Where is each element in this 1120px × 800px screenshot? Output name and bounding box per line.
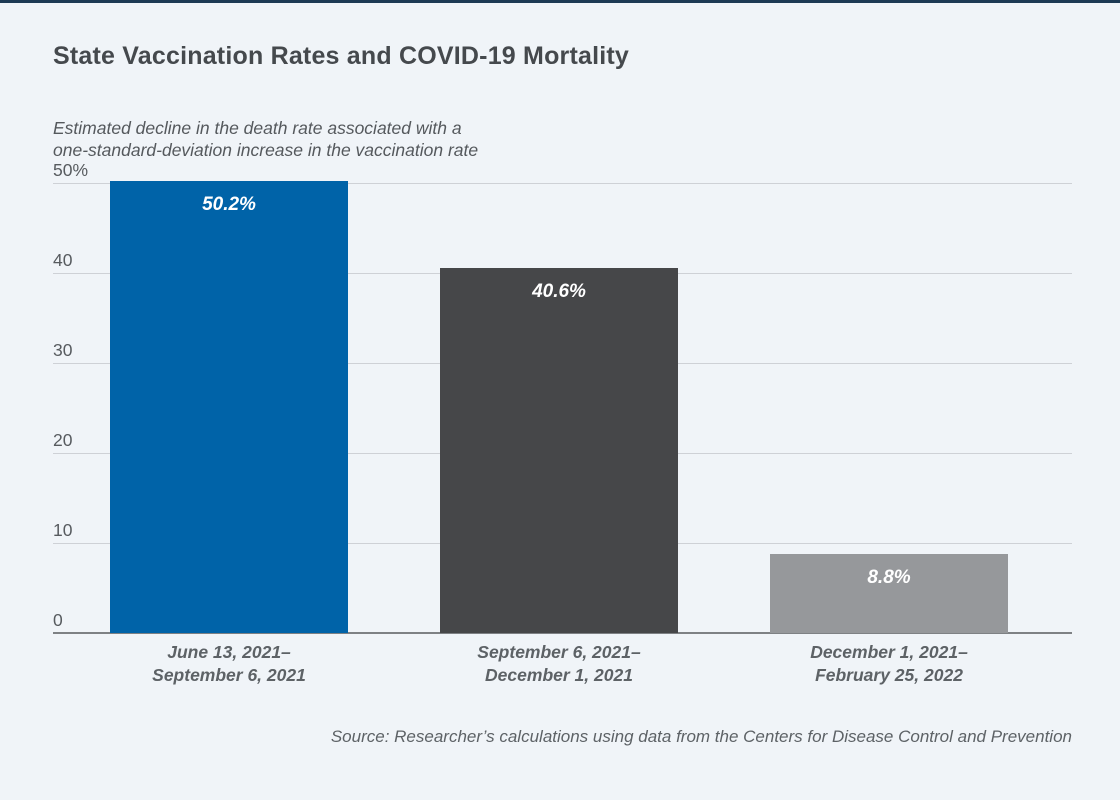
bar-value-label-2: 40.6% <box>532 280 586 302</box>
bar-value-label-1: 50.2% <box>202 194 256 216</box>
y-tick-label-40: 40 <box>53 250 73 270</box>
x-tick-label-line: February 25, 2022 <box>815 665 963 685</box>
x-tick-label-line: September 6, 2021 <box>152 665 306 685</box>
y-tick-label-50: 50% <box>53 160 89 180</box>
x-tick-label-line: September 6, 2021– <box>477 642 641 662</box>
chart-subtitle-line-1: Estimated decline in the death rate asso… <box>53 118 462 138</box>
chart-subtitle: Estimated decline in the death rate asso… <box>53 118 478 161</box>
y-tick-label-20: 20 <box>53 430 73 450</box>
chart-title: State Vaccination Rates and COVID-19 Mor… <box>53 42 630 70</box>
top-accent-rule <box>0 0 1120 3</box>
y-tick-label-0: 0 <box>53 610 63 630</box>
x-tick-label-2: September 6, 2021– December 1, 2021 <box>399 641 719 687</box>
y-tick-label-30: 30 <box>53 340 73 360</box>
gridline-50 <box>53 183 1072 184</box>
bar-1: 50.2% <box>110 181 348 633</box>
bar-2: 40.6% <box>440 267 678 633</box>
chart-subtitle-line-2: one-standard-deviation increase in the v… <box>53 139 479 160</box>
y-tick-label-10: 10 <box>53 520 73 540</box>
x-tick-label-line: December 1, 2021– <box>810 642 968 662</box>
x-tick-label-1: June 13, 2021– September 6, 2021 <box>69 641 389 687</box>
x-axis-baseline <box>53 632 1072 634</box>
bar-value-label-3: 8.8% <box>867 566 911 588</box>
bar-chart-plot-area: 0 10 20 30 40 50% 50.2% June 13, 2021– September… <box>53 160 1072 685</box>
x-tick-label-line: December 1, 2021 <box>485 665 633 685</box>
source-note: Source: Researcher’s calculations using … <box>330 727 1072 746</box>
bar-3: 8.8% <box>770 553 1008 633</box>
x-tick-label-line: June 13, 2021– <box>167 642 291 662</box>
x-tick-label-3: December 1, 2021– February 25, 2022 <box>729 641 1049 687</box>
